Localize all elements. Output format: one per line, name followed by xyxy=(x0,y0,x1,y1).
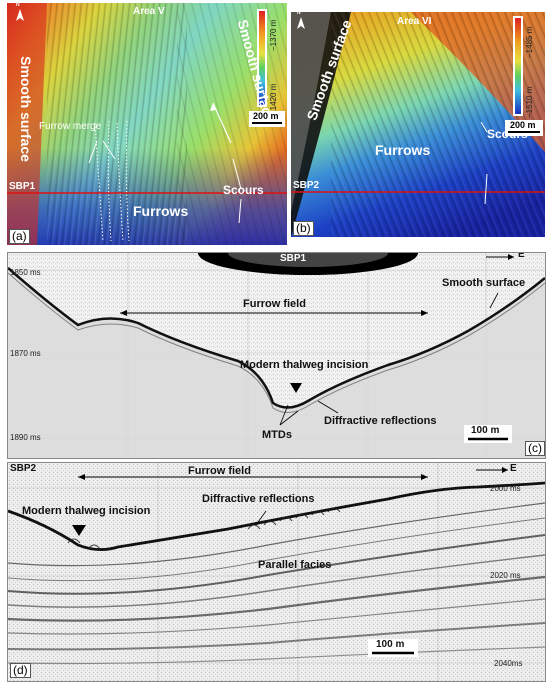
colorbar-max-a: −1370 m xyxy=(269,19,278,51)
scale-bar-b-label: 200 m xyxy=(510,120,536,130)
furrow-field-label-c: Furrow field xyxy=(243,298,306,310)
direction-east-c: E xyxy=(518,252,525,260)
panel-b-letter: (b) xyxy=(293,221,314,236)
thalweg-incision-label-c: Modern thalweg incision xyxy=(240,359,369,371)
area-v-label: Area V xyxy=(133,6,165,17)
sbp2-profile-title: SBP2 xyxy=(10,463,37,474)
direction-east-d: E xyxy=(510,463,517,474)
mtds-label: MTDs xyxy=(262,429,292,441)
scours-label-a: Scours xyxy=(223,183,264,197)
furrow-merge-label: Furrow merge xyxy=(39,121,102,132)
panel-c-sbp1-profile: SBP1 E 1850 ms 1870 ms 1890 ms Furrow fi… xyxy=(7,252,546,459)
time-tick-1850: 1850 ms xyxy=(10,268,41,277)
bathymetry-map-a-image xyxy=(7,3,287,245)
parallel-facies-label: Parallel facies xyxy=(258,559,332,571)
thalweg-incision-label-d: Modern thalweg incision xyxy=(22,505,151,517)
panel-c-letter: (c) xyxy=(525,441,545,456)
sbp2-section-label: SBP2 xyxy=(293,180,320,191)
scale-bar-b: 200 m xyxy=(505,120,543,136)
north-label-a: N xyxy=(16,3,20,8)
time-tick-2040: 2040ms xyxy=(494,659,523,668)
sbp1-section-label: SBP1 xyxy=(9,181,36,192)
time-tick-1870: 1870 ms xyxy=(10,349,41,358)
time-tick-2020: 2020 ms xyxy=(490,571,521,580)
diffractive-reflections-label-d: Diffractive reflections xyxy=(202,493,315,505)
scale-bar-a-label: 200 m xyxy=(253,111,279,121)
seismic-profile-d-image xyxy=(8,463,545,681)
scale-bar-a: 200 m xyxy=(249,111,285,127)
panel-d-sbp2-profile: SBP2 E Furrow field Modern thalweg incis… xyxy=(7,462,546,682)
north-label-b: N xyxy=(297,12,301,16)
panel-a-letter: (a) xyxy=(9,229,30,244)
scale-bar-c-label: 100 m xyxy=(471,425,500,436)
panel-a-bathymetry-map: N Area V Smooth surface Smooth surface F… xyxy=(7,3,287,245)
smooth-surface-label-c: Smooth surface xyxy=(442,277,526,289)
panel-d-letter: (d) xyxy=(10,663,31,678)
colorbar-min-b: −1510 m xyxy=(525,86,534,118)
colorbar-max-b: −1485 m xyxy=(525,26,534,58)
bathymetry-map-b-image xyxy=(291,12,545,237)
area-vi-label: Area VI xyxy=(397,16,432,27)
scale-bar-d-label: 100 m xyxy=(376,639,405,650)
sbp1-profile-title: SBP1 xyxy=(280,253,307,264)
time-tick-1890: 1890 ms xyxy=(10,433,41,442)
furrow-field-label-d: Furrow field xyxy=(188,465,251,477)
panel-b-bathymetry-map: N Area VI Smooth surface Furrows Scours … xyxy=(291,12,545,237)
diffractive-reflections-label-c: Diffractive reflections xyxy=(324,415,437,427)
time-tick-2000: 2000 ms xyxy=(490,484,521,493)
seismic-profile-c-image xyxy=(8,253,545,458)
furrows-label-a: Furrows xyxy=(133,203,189,219)
furrows-label-b: Furrows xyxy=(375,142,431,158)
smooth-surface-left-label: Smooth surface xyxy=(18,56,34,162)
